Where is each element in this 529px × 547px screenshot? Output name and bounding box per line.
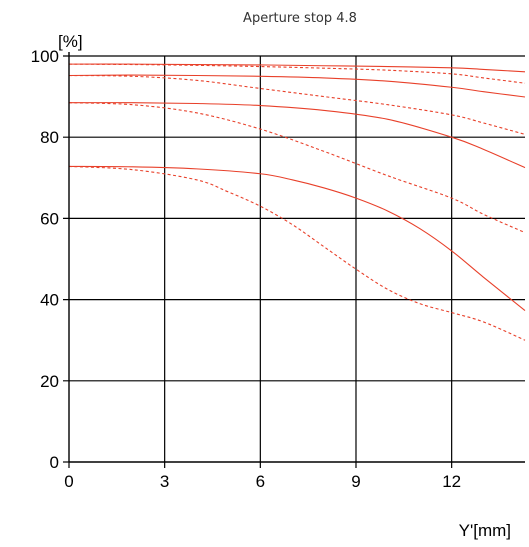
y-tick-label: 20 — [40, 372, 59, 391]
x-axis-label: Y'[mm] — [459, 521, 511, 540]
x-tick-label: 6 — [256, 472, 265, 491]
x-tick-label: 3 — [160, 472, 169, 491]
x-tick-label: 12 — [442, 472, 461, 491]
y-tick-label: 80 — [40, 128, 59, 147]
series-lines — [68, 63, 526, 341]
series-line-solid — [68, 165, 526, 311]
x-tick-label: 0 — [64, 472, 73, 491]
grid — [63, 55, 525, 468]
series-line-dashed — [68, 63, 526, 84]
tick-labels: 0 20 40 60 80 100 0 3 6 9 12 — [31, 47, 461, 491]
series-line-solid — [68, 74, 526, 98]
series-line-solid — [68, 102, 526, 169]
chart-title: Aperture stop 4.8 — [243, 11, 357, 26]
y-tick-label: 100 — [31, 47, 59, 66]
series-line-dashed — [68, 102, 526, 234]
y-axis-label: [%] — [58, 32, 83, 51]
y-tick-label: 0 — [50, 453, 59, 472]
series-line-dashed — [68, 165, 526, 341]
series-line-solid — [68, 63, 526, 73]
x-tick-label: 9 — [351, 472, 360, 491]
y-tick-label: 60 — [40, 209, 59, 228]
y-tick-label: 40 — [40, 291, 59, 310]
axes — [68, 52, 525, 463]
